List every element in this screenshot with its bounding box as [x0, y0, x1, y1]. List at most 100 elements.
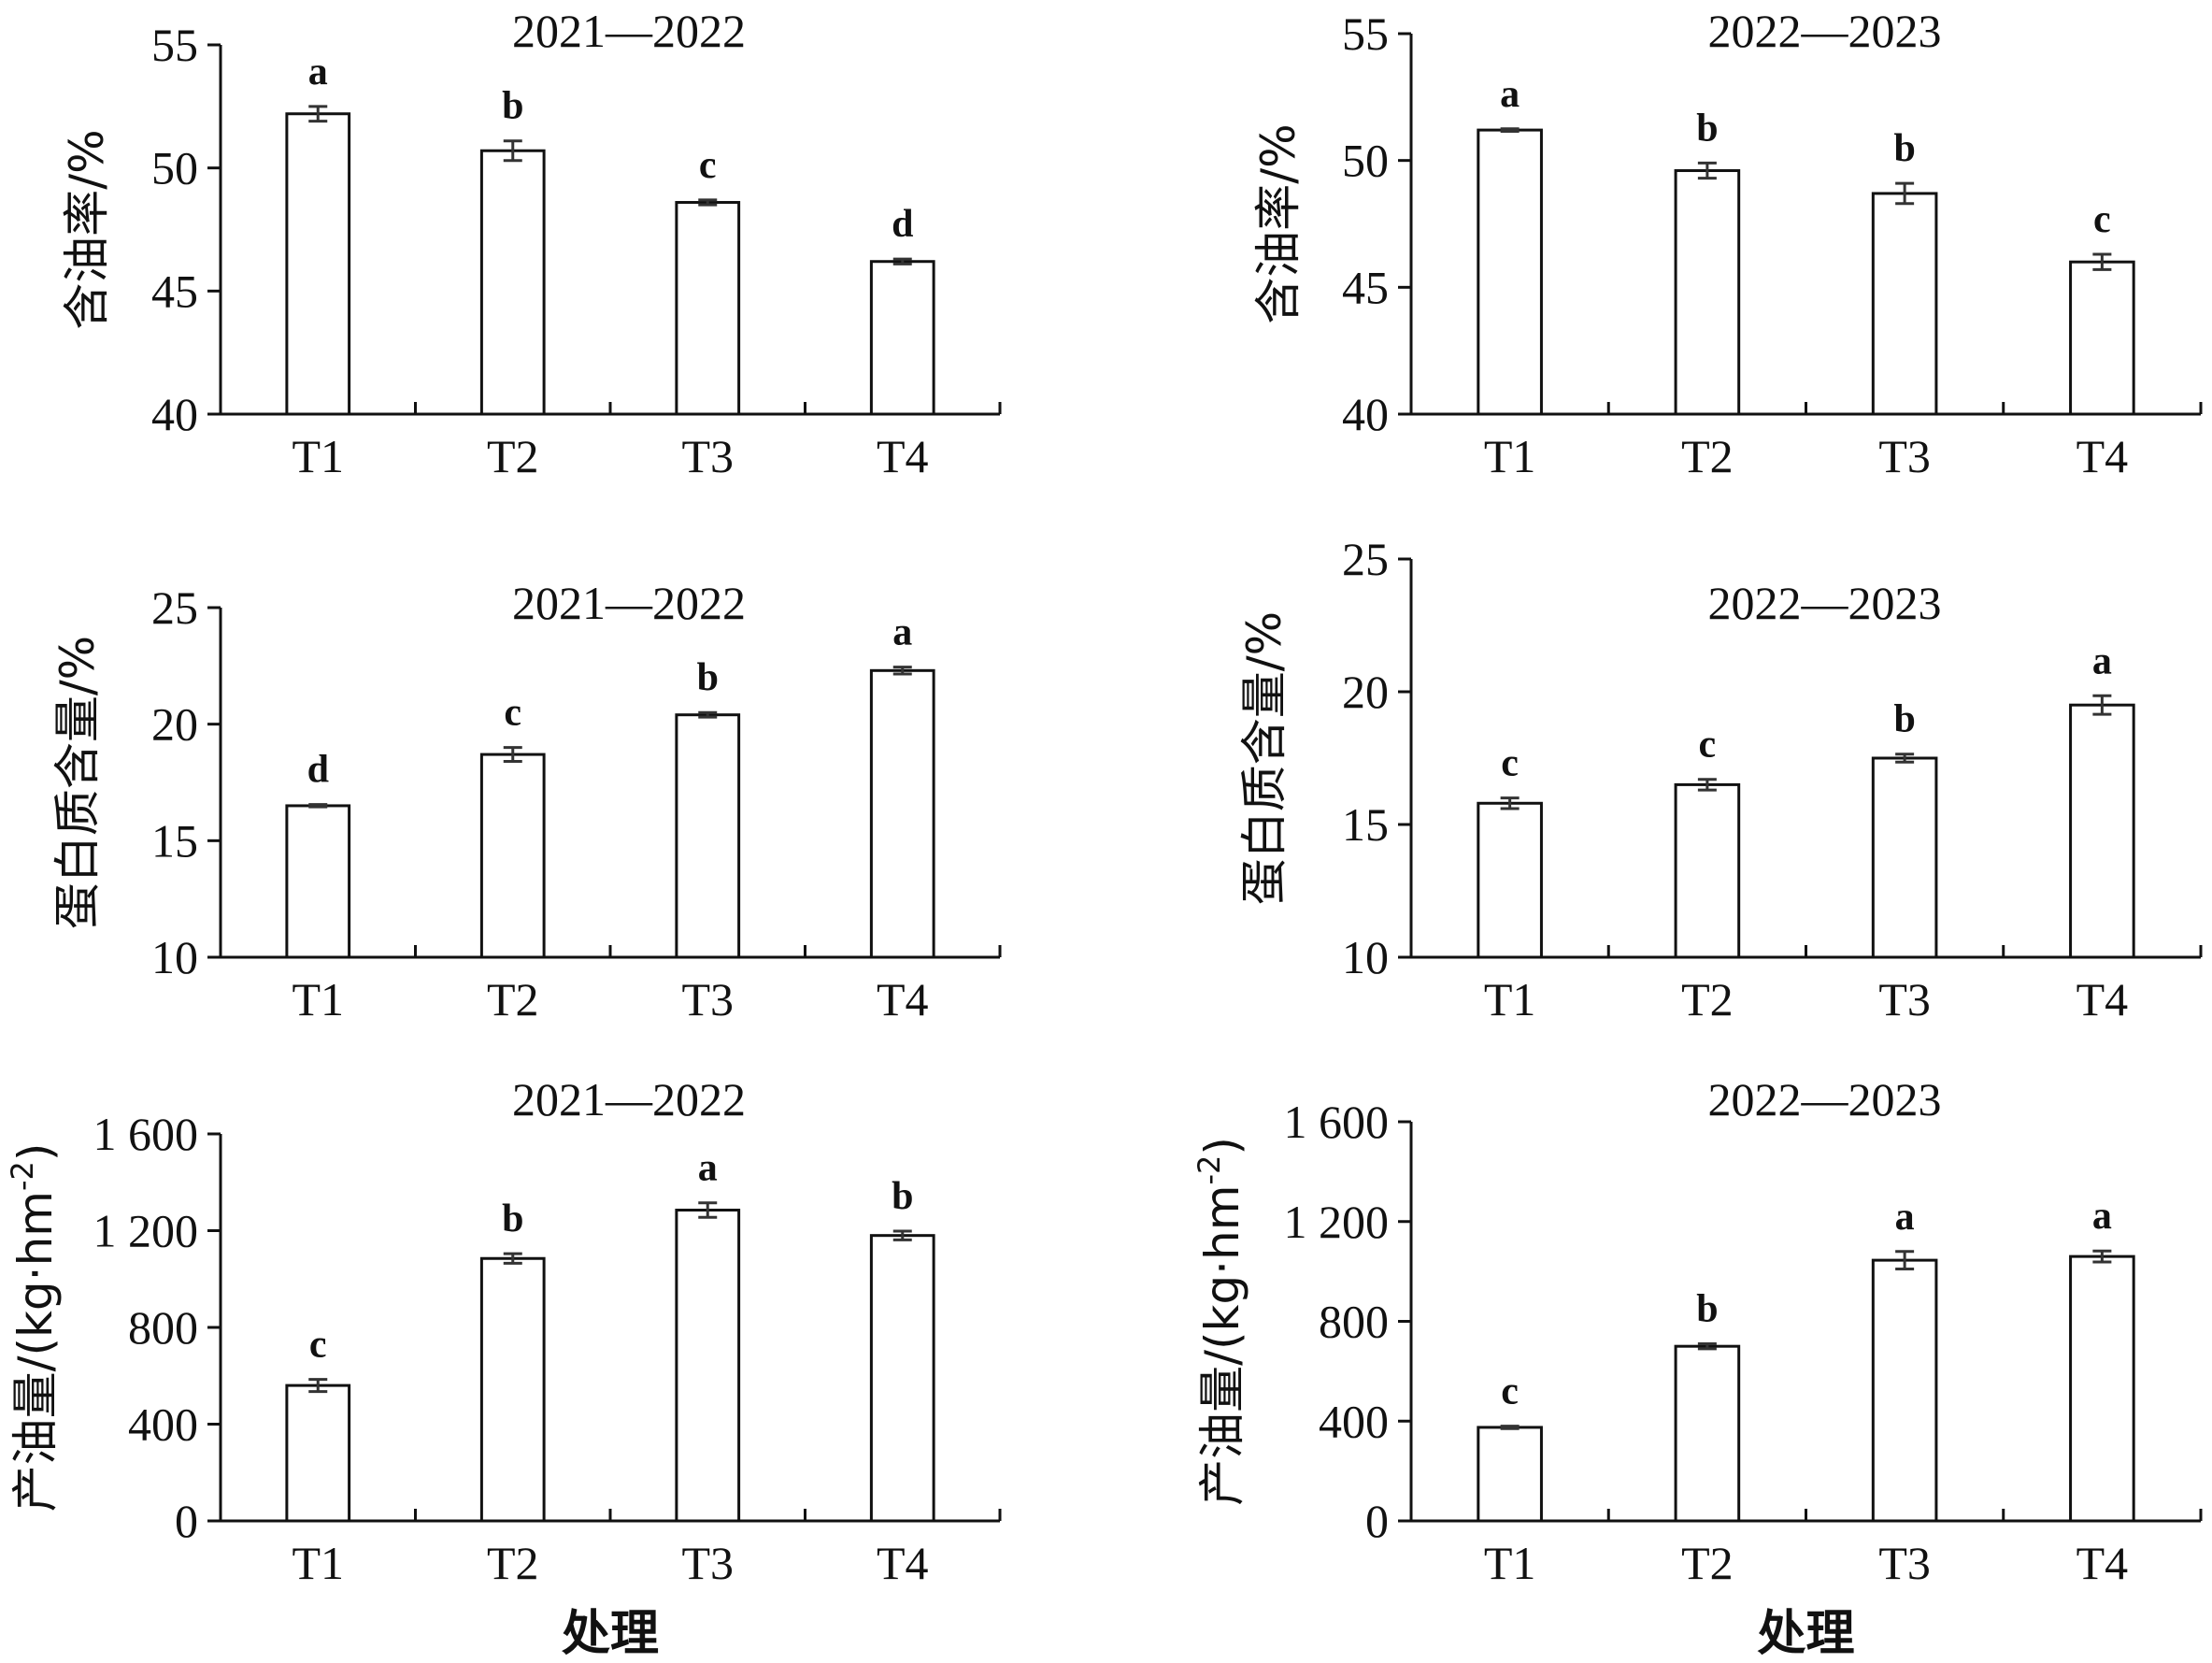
y-tick-label: 25	[1342, 533, 1389, 585]
bar-t1	[1477, 128, 1543, 416]
y-tick-label: 20	[1342, 666, 1389, 718]
x-axis-label: 处理	[1757, 1606, 1854, 1662]
significance-letter: a	[2092, 1195, 2112, 1238]
bar-t1	[1477, 1426, 1543, 1523]
bar-t4	[869, 668, 935, 959]
bar-t2	[479, 149, 546, 416]
significance-letter: b	[697, 656, 719, 699]
y-tick-label: 25	[151, 581, 198, 634]
bar-t1	[285, 1383, 351, 1523]
chart-title: 2022—2023	[1708, 1073, 1942, 1125]
bar-t4	[869, 260, 935, 416]
significance-letter: c	[504, 692, 521, 735]
bar-t1	[1477, 801, 1543, 959]
chart-title: 2021—2022	[512, 5, 746, 57]
y-tick-label: 800	[1319, 1296, 1389, 1348]
x-tick-label: T3	[681, 1537, 734, 1589]
significance-letter: b	[1696, 107, 1718, 150]
significance-letter: a	[1500, 73, 1520, 116]
y-tick-label: 55	[151, 19, 198, 71]
significance-letter: a	[2092, 639, 2112, 682]
y-tick-label: 50	[1342, 135, 1389, 187]
x-tick-label: T1	[292, 1537, 344, 1589]
x-tick-label: T4	[877, 430, 929, 482]
x-tick-label: T4	[2076, 1537, 2129, 1589]
significance-letter: b	[502, 1197, 523, 1240]
bar-t3	[1871, 192, 1938, 416]
chart-panel-2: 40 45 50 55 a T1 b T2 b T3 c T4 2022—2023 含油率/%	[1251, 5, 2203, 482]
bar-t3	[675, 201, 741, 416]
x-tick-label: T2	[1681, 430, 1734, 482]
x-tick-label: T4	[2076, 973, 2129, 1025]
chart-panel-6: 0 400 800 1 200 1 600 c T1 b T2 a T3 a T4 2022—2023 产油…	[1192, 1073, 2203, 1662]
x-tick-label: T3	[681, 973, 734, 1025]
x-tick-label: T1	[292, 430, 344, 482]
y-tick-label: 40	[1342, 388, 1389, 440]
significance-letter: b	[502, 85, 523, 128]
bar-t1	[285, 112, 351, 416]
significance-letter: c	[2093, 198, 2111, 241]
x-tick-label: T2	[1681, 973, 1734, 1025]
significance-letter: a	[698, 1147, 718, 1190]
x-tick-label: T1	[1484, 973, 1536, 1025]
y-axis-label: 含油率/%	[1251, 123, 1306, 323]
x-tick-label: T3	[681, 430, 734, 482]
significance-letter: a	[308, 50, 328, 93]
y-tick-label: 55	[1342, 7, 1389, 60]
y-axis-label: 蛋白质含量/%	[50, 636, 105, 929]
y-tick-label: 0	[1365, 1495, 1389, 1547]
bar-t3	[675, 1209, 741, 1523]
bar-t2	[1674, 1344, 1741, 1523]
y-tick-label: 15	[151, 814, 198, 867]
x-tick-label: T3	[1878, 973, 1931, 1025]
x-tick-label: T2	[1681, 1537, 1734, 1589]
chart-title: 2021—2022	[512, 1073, 746, 1125]
x-tick-label: T4	[877, 973, 929, 1025]
y-axis-label: 产油量/(kg·hm-2)	[5, 1143, 63, 1512]
bar-t3	[1871, 756, 1938, 959]
y-tick-label: 1 200	[1284, 1196, 1390, 1248]
y-tick-label: 45	[1342, 261, 1389, 313]
significance-letter: b	[1893, 698, 1915, 741]
x-tick-label: T1	[1484, 1537, 1536, 1589]
x-tick-label: T2	[487, 430, 539, 482]
x-tick-label: T2	[487, 973, 539, 1025]
y-tick-label: 20	[151, 698, 198, 751]
x-tick-label: T2	[487, 1537, 539, 1589]
chart-title: 2022—2023	[1708, 5, 1942, 57]
bar-t4	[869, 1234, 935, 1523]
bar-t1	[285, 804, 351, 959]
bar-t2	[479, 753, 546, 959]
y-tick-label: 0	[175, 1495, 198, 1547]
significance-letter: b	[892, 1175, 913, 1218]
bar-t3	[675, 713, 741, 959]
bar-t4	[2069, 1254, 2135, 1523]
y-tick-label: 10	[151, 931, 198, 983]
bar-t4	[2069, 260, 2135, 416]
chart-panel-4: 10 15 20 25 c T1 c T2 b T3 a T4 2022—2023 蛋白质含量/%	[1237, 533, 2203, 1025]
chart-panel-5: 0 400 800 1 200 1 600 c T1 b T2 a T3 b T4 2021—2022 产油…	[5, 1073, 1002, 1662]
y-tick-label: 40	[151, 388, 198, 440]
bar-t4	[2069, 703, 2135, 959]
y-axis-label: 产油量/(kg·hm-2)	[1192, 1137, 1249, 1506]
x-tick-label: T3	[1878, 1537, 1931, 1589]
y-tick-label: 1 600	[1284, 1096, 1390, 1148]
chart-panel-1: 40 45 50 55 a T1 b T2 c T3 d T4 2021—2022 含油率/%	[60, 5, 1002, 482]
x-tick-label: T3	[1878, 430, 1931, 482]
bar-t3	[1871, 1258, 1938, 1523]
significance-letter: c	[1699, 724, 1717, 767]
significance-letter: a	[892, 611, 912, 654]
y-axis-label: 含油率/%	[60, 129, 114, 329]
significance-letter: b	[1893, 127, 1915, 170]
y-tick-label: 1 200	[93, 1205, 199, 1257]
significance-letter: c	[1501, 1370, 1519, 1413]
bar-t2	[479, 1256, 546, 1523]
x-tick-label: T1	[1484, 430, 1536, 482]
y-tick-label: 400	[128, 1398, 198, 1451]
significance-letter: b	[1696, 1288, 1718, 1331]
x-axis-label: 处理	[562, 1606, 659, 1662]
y-tick-label: 800	[128, 1301, 198, 1354]
bar-t2	[1674, 782, 1741, 959]
significance-letter: d	[307, 749, 329, 792]
